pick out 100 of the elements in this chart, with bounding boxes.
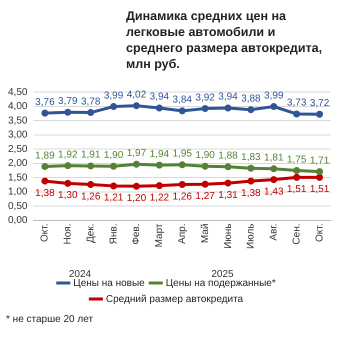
chart-title: Динамика средних цен на легковые автомобили и среднего размера автокредита, млн руб. (126, 8, 324, 72)
point (156, 162, 163, 169)
data-label: 1,97 (126, 148, 147, 159)
point (41, 178, 48, 185)
text: * не старше 20 лет (6, 314, 94, 325)
y-tick-label: 0,00 (8, 215, 28, 226)
x-tick-label: Фев. (131, 223, 142, 245)
data-label: 3,73 (286, 98, 307, 109)
data-label: 3,99 (104, 90, 124, 102)
data-label: 1,43 (264, 186, 284, 198)
data-label: 1,91 (80, 150, 101, 161)
y-tick-label: 1,50 (8, 172, 28, 184)
data-label: 3,78 (80, 96, 101, 108)
data-label: 1,38 (35, 188, 56, 199)
text: 2025 (211, 269, 234, 280)
y-tick-label: 0,50 (8, 200, 28, 212)
data-label: 1,92 (58, 149, 78, 160)
point (178, 107, 186, 114)
x-tick-label: Окт. (314, 223, 326, 242)
x-tick-label: Окт. (40, 223, 51, 242)
point (316, 168, 324, 176)
point (316, 174, 324, 181)
y-tick-label: 3,50 (8, 115, 28, 126)
point (64, 108, 72, 116)
x-tick-label: Янв. (108, 223, 120, 244)
data-label: 1,83 (241, 152, 262, 163)
legend-label: Цены на подержанные* (166, 278, 276, 289)
data-label: 1,30 (58, 190, 78, 202)
x-tick-label: Июнь (222, 223, 234, 249)
data-label: 3,94 (218, 92, 238, 103)
legend-label: Средний размер автокредита (106, 294, 244, 305)
x-tick-label: Авг. (268, 223, 280, 241)
point (110, 103, 118, 110)
x-tick-label: Май (200, 223, 211, 244)
legend-label: Цены на новые (73, 278, 146, 289)
point (64, 180, 72, 187)
point (87, 162, 94, 170)
x-tick-label: Март (154, 223, 166, 248)
data-label: 4,02 (126, 89, 147, 100)
point (247, 178, 254, 185)
x-tick-label: Июль (246, 223, 257, 250)
point (202, 162, 209, 170)
data-label: 1,51 (286, 184, 307, 196)
data-label: 1,20 (126, 192, 147, 204)
y-tick-label: 3,00 (8, 130, 28, 141)
point (224, 104, 232, 112)
data-label: 1,95 (172, 148, 192, 160)
point (41, 110, 48, 117)
point (178, 161, 186, 168)
data-label: 1,51 (310, 184, 330, 196)
x-tick-label: Ноя. (62, 223, 74, 244)
point (224, 180, 232, 187)
data-label: 3,76 (35, 96, 56, 108)
data-label: 3,79 (58, 96, 78, 108)
point (316, 110, 324, 118)
data-label: 1,71 (310, 155, 330, 166)
point (247, 164, 254, 172)
point (156, 104, 163, 112)
point (110, 182, 118, 190)
data-label: 1,90 (104, 150, 124, 161)
point (132, 160, 140, 168)
point (270, 165, 278, 172)
data-label: 1,81 (264, 152, 284, 164)
point (41, 163, 48, 170)
data-label: 3,94 (150, 92, 170, 103)
data-label: 1,38 (241, 188, 262, 199)
data-label: 3,99 (264, 90, 284, 102)
point (132, 182, 140, 190)
point (110, 162, 118, 170)
data-label: 3,72 (310, 98, 330, 110)
data-label: 3,84 (172, 94, 192, 106)
data-label: 1,26 (172, 191, 192, 202)
point (293, 167, 300, 174)
point (87, 181, 94, 188)
x-tick-label: Сен. (291, 223, 302, 245)
y-tick-label: 1,00 (8, 186, 28, 198)
data-label: 1,88 (218, 150, 238, 162)
point (202, 105, 209, 112)
point (132, 102, 140, 110)
data-label: 1,21 (104, 192, 124, 204)
data-label: 3,92 (195, 92, 216, 104)
data-label: 1,27 (195, 190, 216, 202)
x-tick-label: Апр. (176, 223, 188, 244)
x-tick-label: Дек. (85, 223, 96, 243)
data-label: 1,26 (80, 191, 101, 202)
point (202, 180, 209, 188)
data-label: 1,94 (150, 148, 170, 160)
data-label: 1,90 (195, 150, 216, 161)
point (87, 109, 94, 116)
data-label: 1,22 (150, 192, 170, 204)
point (64, 162, 72, 170)
data-label: 3,88 (241, 93, 262, 104)
data-label: 1,89 (35, 150, 56, 162)
data-label: 1,75 (286, 154, 307, 166)
point (178, 181, 186, 188)
data-label: 1,31 (218, 190, 238, 201)
y-tick-label: 4,50 (8, 86, 28, 98)
point (270, 103, 278, 110)
point (293, 110, 300, 118)
point (247, 106, 254, 114)
